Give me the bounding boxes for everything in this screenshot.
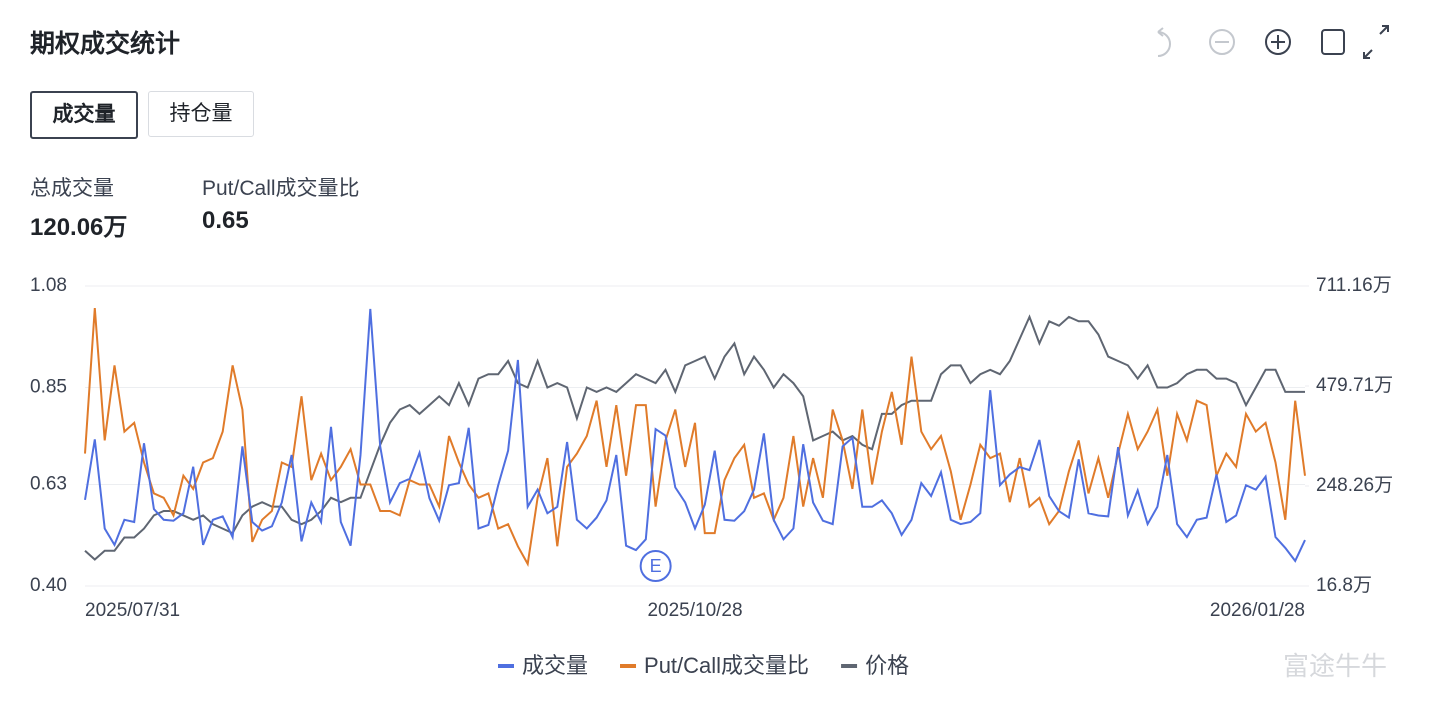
stat-value: 120.06万 (30, 214, 128, 241)
watermark: 富途牛牛 (1283, 651, 1387, 681)
event-marker-label: E (650, 556, 662, 576)
y-tick-label: 0.63 (30, 474, 67, 495)
fullscreen-icon[interactable] (1363, 25, 1389, 59)
y-tick-label: 0.85 (30, 376, 67, 397)
stat-label: 总成交量 (30, 177, 114, 200)
y-tick-label: 0.40 (30, 575, 67, 596)
zoom-in-icon[interactable] (1265, 29, 1291, 55)
y2-tick-label: 711.16万 (1316, 275, 1392, 296)
y2-tick-label: 16.8万 (1316, 575, 1372, 596)
series-line (84, 308, 1306, 563)
zoom-out-icon[interactable] (1209, 29, 1235, 55)
tab-open-interest[interactable]: 持仓量 (148, 91, 254, 137)
settings-icon[interactable] (1321, 29, 1345, 55)
page-title: 期权成交统计 (30, 30, 181, 58)
x-tick-label: 2025/10/28 (647, 600, 742, 621)
stat-value: 0.65 (202, 207, 249, 234)
series-line (84, 314, 1305, 561)
stat-label: Put/Call成交量比 (202, 177, 360, 200)
tab-volume[interactable]: 成交量 (30, 91, 138, 139)
toolbar (1157, 25, 1389, 59)
series-line (84, 308, 1306, 567)
y2-tick-label: 479.71万 (1316, 375, 1393, 396)
x-tick-label: 2025/07/31 (85, 600, 180, 621)
event-marker (639, 550, 672, 582)
y-tick-label: 1.08 (30, 275, 67, 296)
legend-label: 价格 (865, 653, 909, 678)
legend-label: 成交量 (522, 653, 588, 678)
undo-icon[interactable] (1157, 27, 1171, 57)
legend-label: Put/Call成交量比 (644, 653, 809, 678)
y2-tick-label: 248.26万 (1316, 475, 1393, 496)
x-tick-label: 2026/01/28 (1210, 600, 1305, 621)
